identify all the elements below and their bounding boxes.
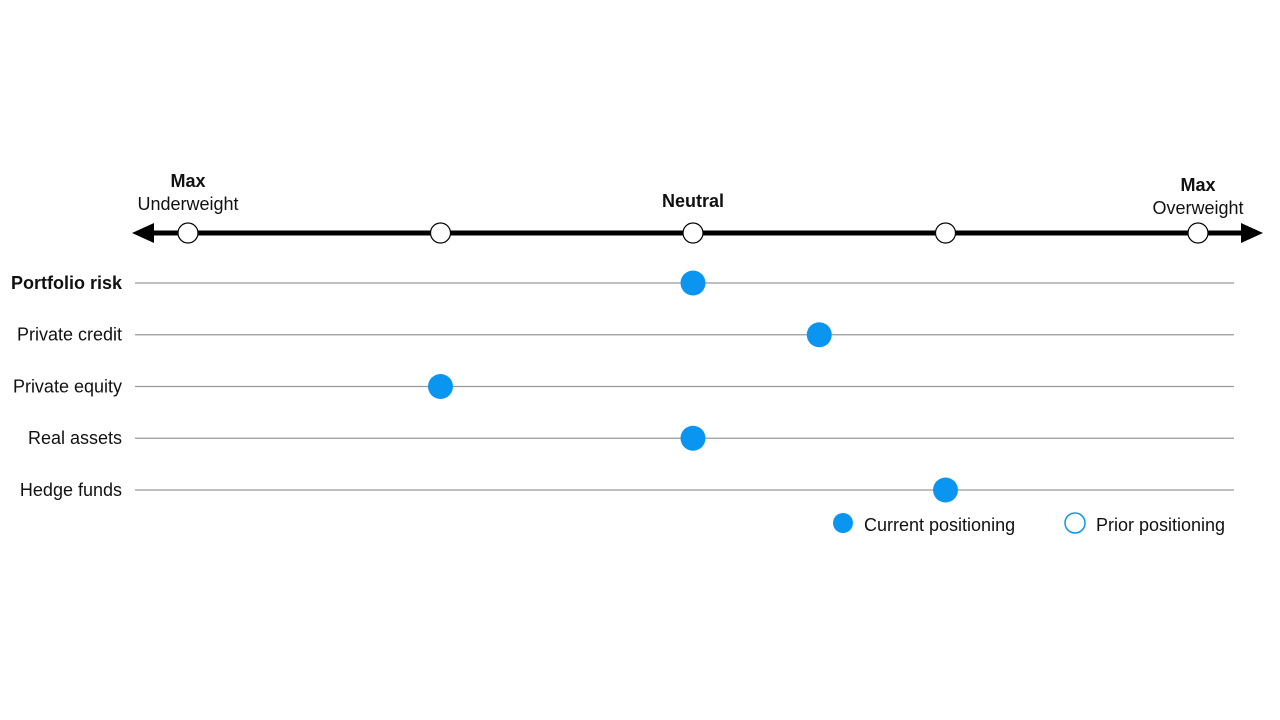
category-label: Private equity <box>13 376 122 396</box>
dot <box>680 270 706 296</box>
axis-arrow <box>1241 223 1263 243</box>
axis-tick <box>429 222 452 244</box>
legend-label: Current positioning <box>864 515 1015 535</box>
dot <box>680 425 706 451</box>
axis-tick <box>682 222 704 244</box>
tick-label: Underweight <box>137 194 238 214</box>
legend-marker <box>833 513 853 533</box>
category-label: Hedge funds <box>20 480 122 500</box>
dot <box>806 322 832 348</box>
tick-label: Overweight <box>1152 198 1243 218</box>
legend-marker <box>1064 512 1086 534</box>
dot <box>428 374 453 399</box>
category-label: Portfolio risk <box>11 273 123 293</box>
category-label: Real assets <box>28 428 122 448</box>
tick-label-emphasis: Max <box>1180 175 1215 195</box>
axis-tick <box>177 222 199 244</box>
axis-arrow <box>132 223 154 243</box>
dot <box>933 477 958 503</box>
tick-label-emphasis: Max <box>170 171 205 191</box>
legend-label: Prior positioning <box>1096 515 1225 535</box>
axis-tick <box>934 222 957 244</box>
tick-label-emphasis: Neutral <box>662 191 724 211</box>
axis-tick <box>1187 222 1209 244</box>
category-label: Private credit <box>17 325 122 345</box>
